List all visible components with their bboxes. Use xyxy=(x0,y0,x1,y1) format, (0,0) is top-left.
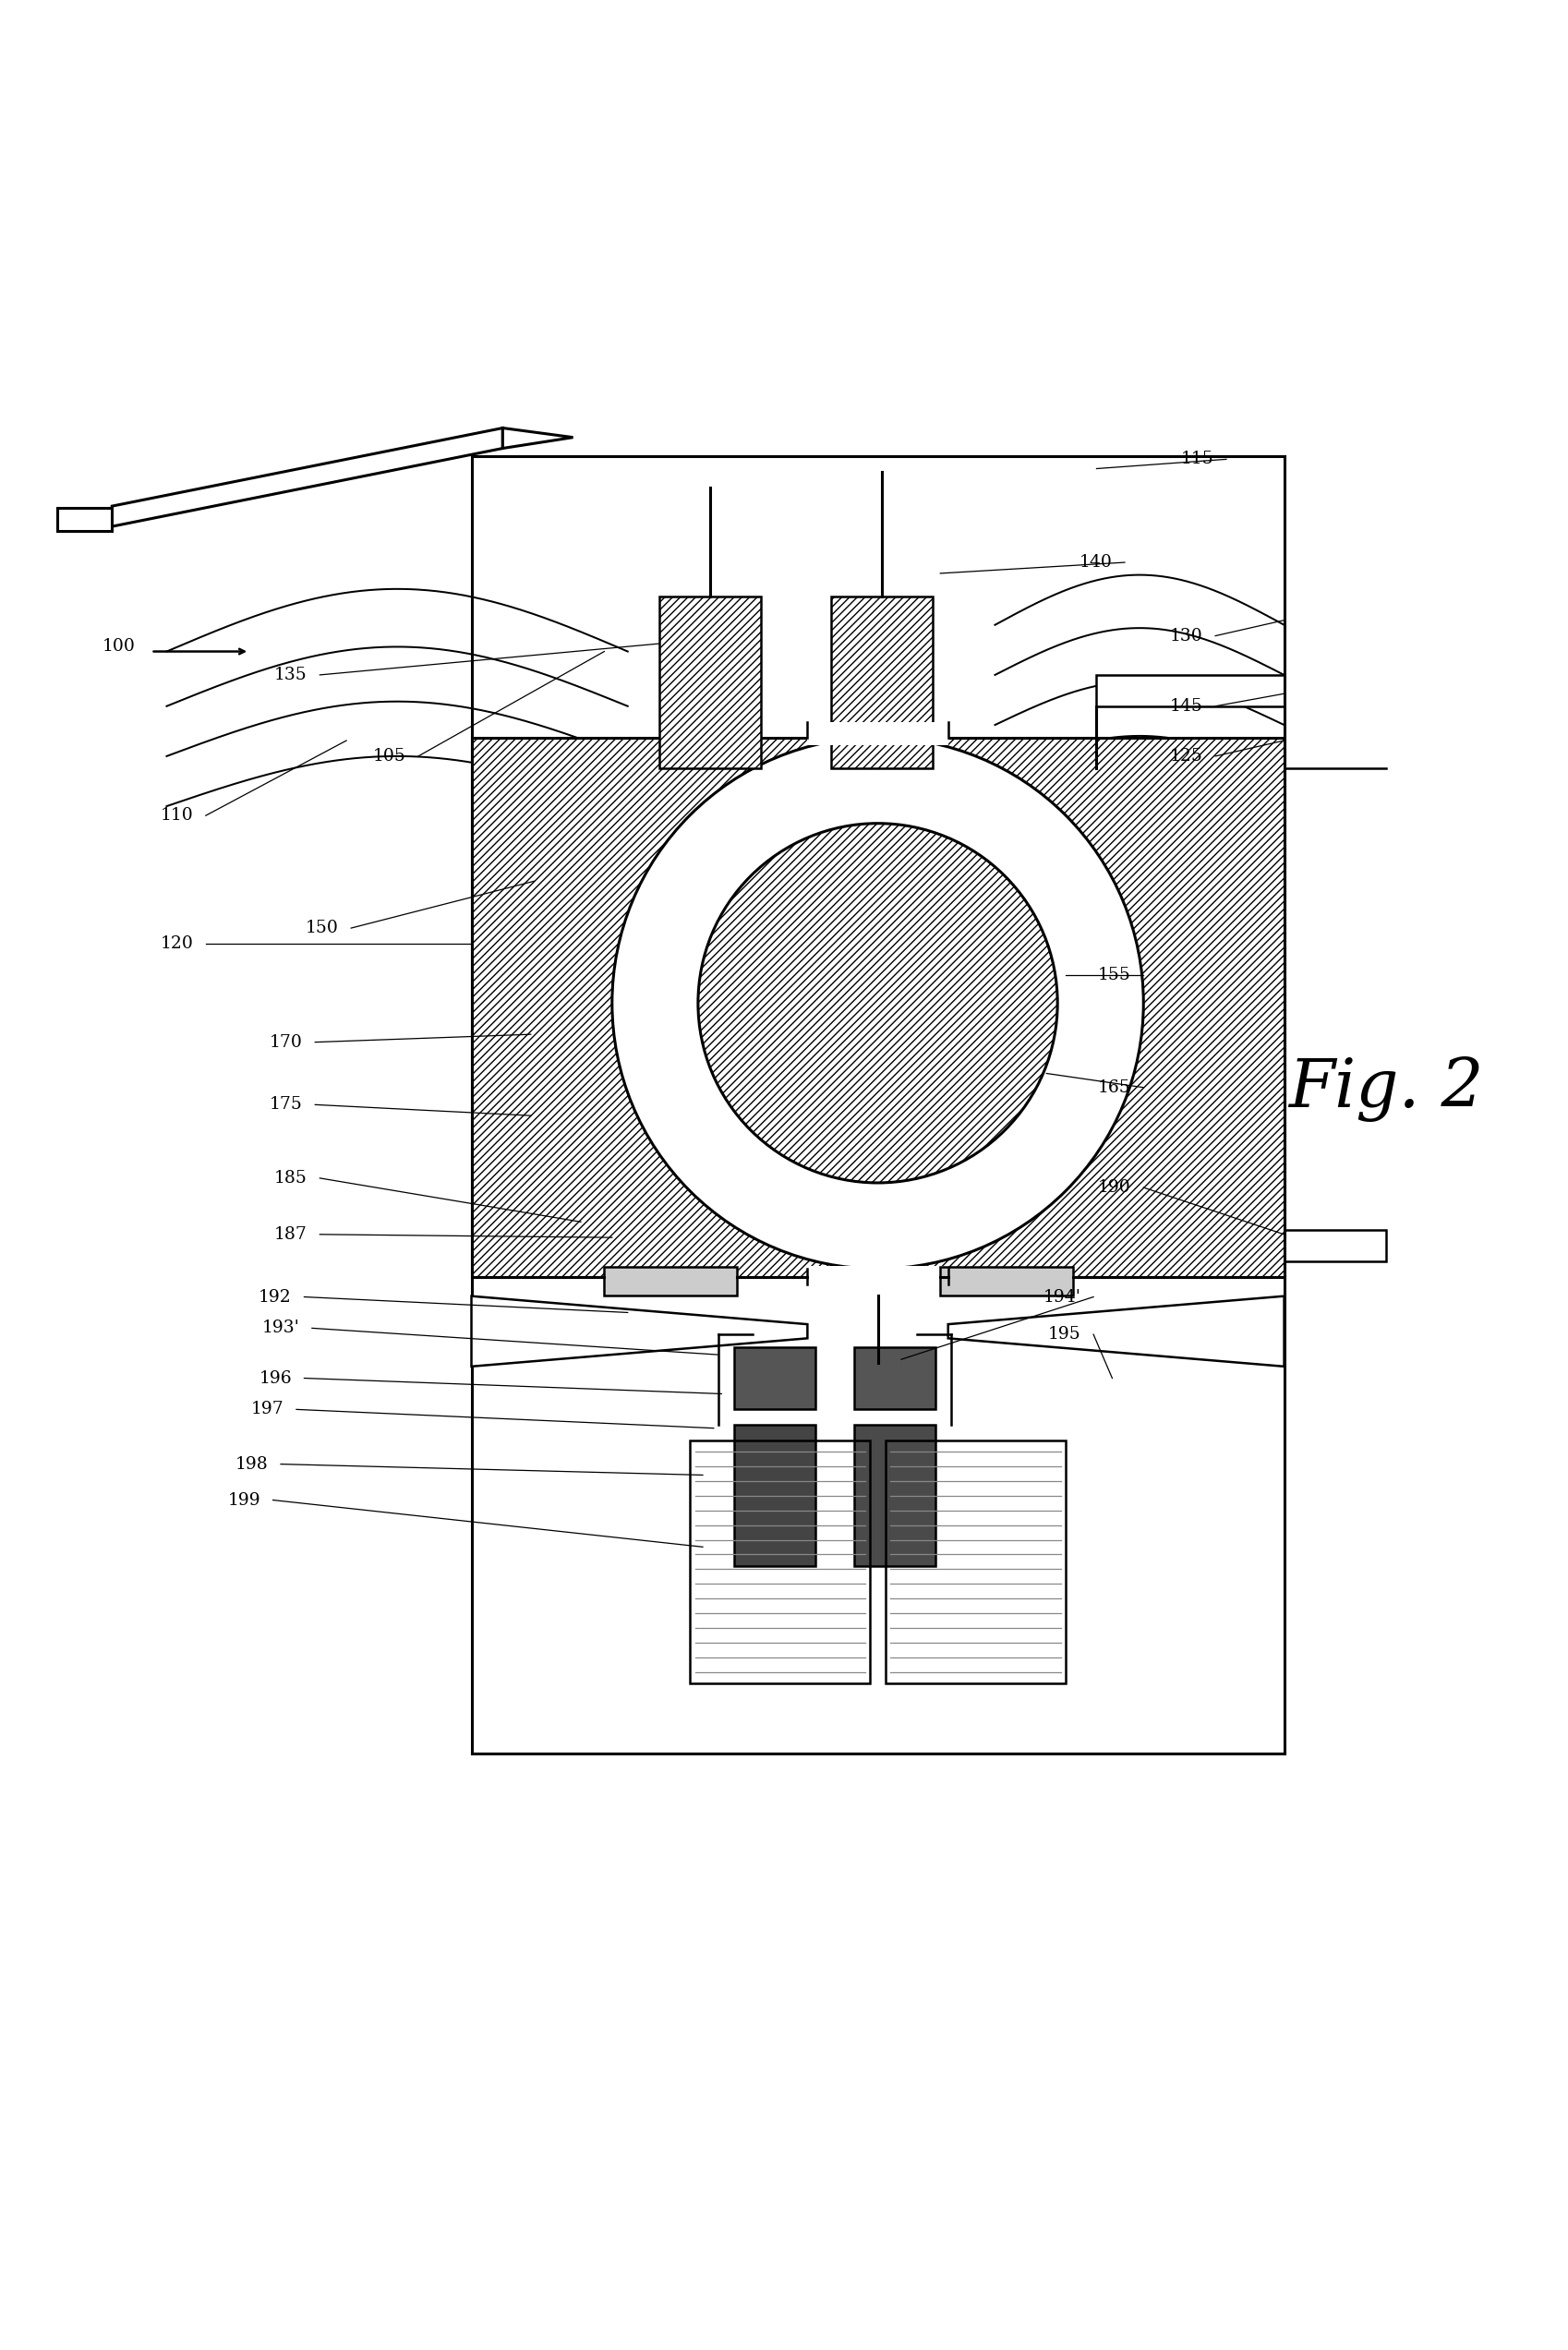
Circle shape xyxy=(698,822,1057,1182)
Text: 130: 130 xyxy=(1170,627,1203,644)
Text: 193': 193' xyxy=(262,1321,299,1337)
Text: 192: 192 xyxy=(259,1288,292,1304)
Circle shape xyxy=(612,738,1143,1269)
Text: 110: 110 xyxy=(160,808,193,825)
Polygon shape xyxy=(472,1297,808,1365)
Bar xyxy=(58,508,111,531)
Text: 194': 194' xyxy=(1043,1288,1080,1304)
Text: 198: 198 xyxy=(235,1455,268,1473)
Bar xyxy=(941,1267,1073,1295)
Text: 170: 170 xyxy=(270,1034,303,1050)
Bar xyxy=(472,738,1284,1276)
Bar xyxy=(808,1267,949,1290)
Text: 155: 155 xyxy=(1098,966,1131,982)
Bar xyxy=(659,597,760,768)
Bar xyxy=(734,1347,815,1410)
Bar xyxy=(855,1424,936,1565)
Bar xyxy=(604,1267,737,1295)
Bar xyxy=(886,1441,1065,1683)
Bar xyxy=(886,1441,1065,1683)
Bar xyxy=(734,1424,815,1565)
Bar xyxy=(855,1347,936,1410)
Text: 187: 187 xyxy=(274,1227,307,1243)
Polygon shape xyxy=(111,428,503,526)
Bar xyxy=(808,721,949,745)
Text: 115: 115 xyxy=(1181,451,1214,468)
Text: 175: 175 xyxy=(270,1097,303,1114)
Text: 120: 120 xyxy=(160,935,193,952)
Bar xyxy=(690,1441,870,1683)
Text: 100: 100 xyxy=(102,639,135,656)
Bar xyxy=(690,1441,870,1683)
Text: 165: 165 xyxy=(1098,1079,1131,1095)
Bar xyxy=(1284,1229,1386,1262)
Text: 196: 196 xyxy=(259,1370,292,1386)
Text: 135: 135 xyxy=(274,667,307,684)
Polygon shape xyxy=(949,1297,1284,1365)
Text: 190: 190 xyxy=(1098,1180,1131,1196)
Text: 145: 145 xyxy=(1170,698,1203,714)
Bar xyxy=(831,597,933,768)
Text: 105: 105 xyxy=(373,747,406,764)
Text: 195: 195 xyxy=(1047,1325,1080,1342)
Text: 125: 125 xyxy=(1170,747,1203,764)
Text: 150: 150 xyxy=(306,919,339,935)
Bar xyxy=(472,456,1284,597)
Polygon shape xyxy=(503,428,572,449)
Bar xyxy=(1096,674,1284,705)
Text: 140: 140 xyxy=(1079,555,1112,571)
Text: 197: 197 xyxy=(251,1401,284,1417)
Text: Fig. 2: Fig. 2 xyxy=(1287,1055,1483,1121)
Text: 199: 199 xyxy=(227,1492,260,1509)
Text: 185: 185 xyxy=(274,1170,307,1187)
